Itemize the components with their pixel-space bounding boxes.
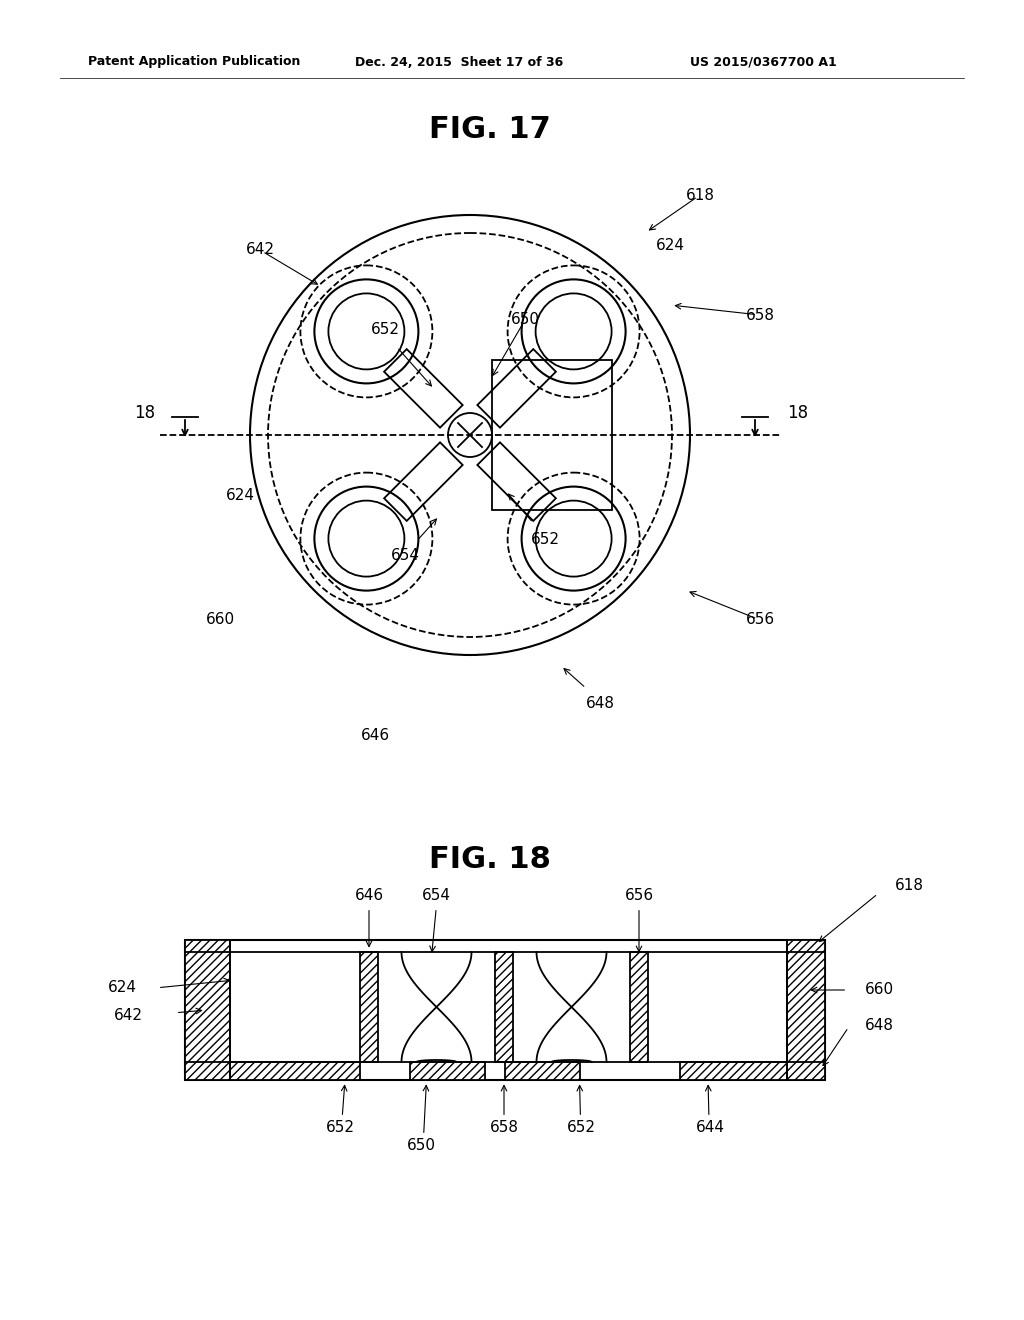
Text: FIG. 17: FIG. 17: [429, 116, 551, 144]
Text: 18: 18: [134, 404, 155, 422]
Text: 652: 652: [567, 1121, 596, 1135]
Text: 654: 654: [390, 548, 420, 562]
Bar: [360, 952, 378, 1063]
Bar: [630, 952, 648, 1063]
Text: 654: 654: [422, 887, 451, 903]
Bar: [185, 940, 230, 1080]
Bar: [185, 940, 825, 1080]
Text: 650: 650: [511, 313, 540, 327]
Text: Patent Application Publication: Patent Application Publication: [88, 55, 300, 69]
Text: 650: 650: [407, 1138, 436, 1154]
Text: 618: 618: [895, 878, 924, 892]
Bar: [230, 1063, 360, 1080]
Bar: [787, 940, 825, 1080]
Text: 648: 648: [865, 1018, 894, 1032]
Text: 18: 18: [787, 404, 808, 422]
Text: 652: 652: [371, 322, 399, 338]
Bar: [505, 1063, 580, 1080]
Bar: [410, 1063, 485, 1080]
Text: 646: 646: [360, 727, 389, 742]
Text: 658: 658: [745, 308, 774, 322]
Text: FIG. 18: FIG. 18: [429, 846, 551, 874]
Text: Dec. 24, 2015  Sheet 17 of 36: Dec. 24, 2015 Sheet 17 of 36: [355, 55, 563, 69]
Text: US 2015/0367700 A1: US 2015/0367700 A1: [690, 55, 837, 69]
Text: 642: 642: [246, 243, 274, 257]
Text: 646: 646: [354, 887, 384, 903]
Text: 656: 656: [745, 612, 774, 627]
Text: 642: 642: [114, 1007, 143, 1023]
Text: 624: 624: [108, 981, 137, 995]
Bar: [495, 952, 513, 1063]
Text: 652: 652: [326, 1121, 354, 1135]
Text: 618: 618: [685, 187, 715, 202]
Text: 644: 644: [695, 1121, 725, 1135]
Bar: [680, 1063, 787, 1080]
Text: 652: 652: [530, 532, 559, 548]
Text: 660: 660: [206, 612, 234, 627]
Text: 660: 660: [865, 982, 894, 998]
Text: 624: 624: [225, 487, 255, 503]
Text: 648: 648: [586, 696, 614, 710]
Text: 624: 624: [655, 238, 684, 252]
Text: 656: 656: [625, 887, 653, 903]
Text: 658: 658: [489, 1121, 518, 1135]
